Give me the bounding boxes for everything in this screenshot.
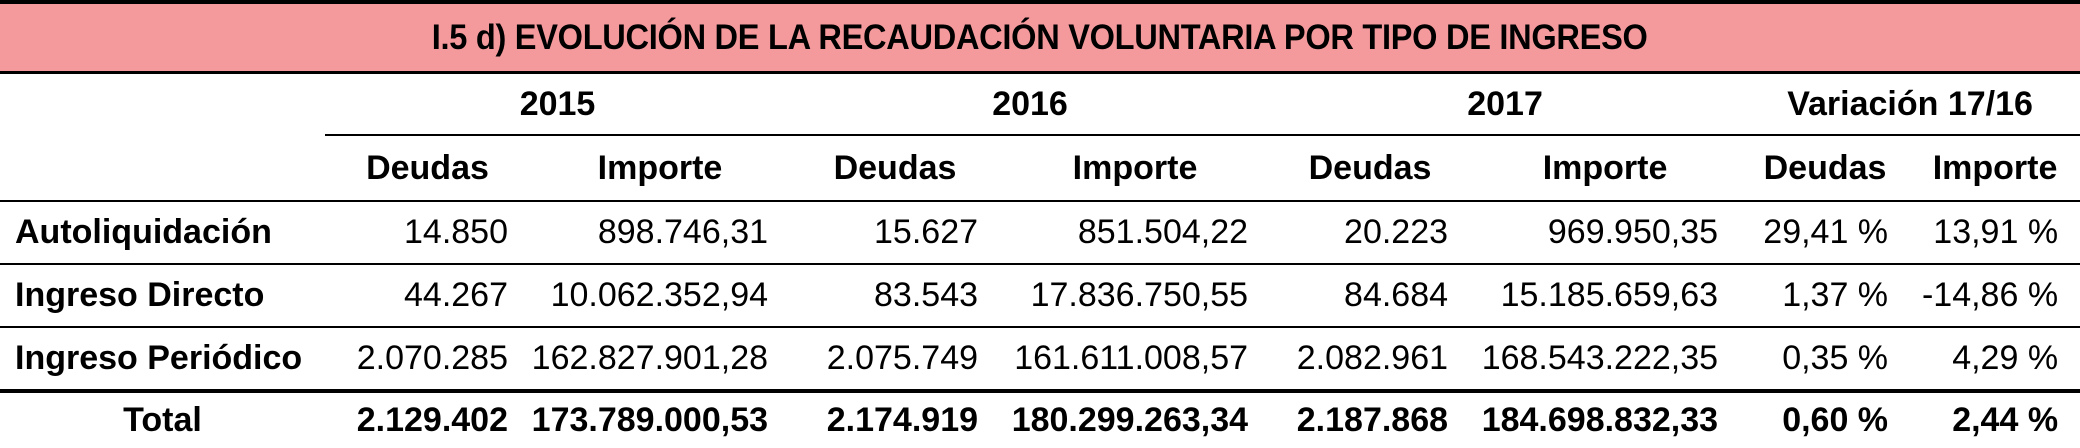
revenue-table: 2015 2016 2017 Variación 17/16 Deudas Im… [0,74,2080,448]
cell-importe-2016: 161.611.008,57 [1000,327,1271,393]
subheader-row: Deudas Importe Deudas Importe Deudas Imp… [0,135,2080,202]
total-importe-2016: 180.299.263,34 [1011,401,1249,439]
subheader-deudas: Deudas [1270,135,1471,202]
cell-importe-2017: 15.185.659,63 [1470,264,1741,328]
total-variation-deudas: 0,60 % [1782,401,1889,439]
subheader-deudas: Deudas [325,135,530,202]
table-row-ingreso-periodico: Ingreso Periódico 2.070.285 162.827.901,… [0,327,2080,393]
year-header-2016: 2016 [790,74,1271,136]
report-table-frame: I.5 d) EVOLUCIÓN DE LA RECAUDACIÓN VOLUN… [0,0,2080,439]
subheader-importe: Importe [1910,135,2080,202]
cell-importe-2016: 851.504,22 [1000,201,1271,265]
row-label: Autoliquidación [0,201,325,265]
total-importe-2017: 184.698.832,33 [1481,401,1719,439]
subheader-importe: Importe [530,135,791,202]
table-row-total: Total 2.129.402 173.789.000,53 2.174.919… [0,391,2080,448]
cell-variation-deudas: 29,41 % [1740,201,1911,265]
row-label: Ingreso Periódico [0,327,325,393]
total-variation-importe: 2,44 % [1952,401,2059,439]
cell-deudas-2017: 20.223 [1270,201,1471,265]
total-deudas-2015: 2.129.402 [356,401,508,439]
table-title: I.5 d) EVOLUCIÓN DE LA RECAUDACIÓN VOLUN… [432,17,1648,57]
cell-deudas-2017: 84.684 [1270,264,1471,328]
table-row-ingreso-directo: Ingreso Directo 44.267 10.062.352,94 83.… [0,264,2080,328]
year-header-2017: 2017 [1270,74,1741,136]
cell-importe-2017: 969.950,35 [1470,201,1741,265]
row-label: Ingreso Directo [0,264,325,328]
cell-importe-2015: 10.062.352,94 [530,264,791,328]
cell-deudas-2016: 83.543 [790,264,1001,328]
total-label: Total [123,401,202,439]
cell-deudas-2016: 15.627 [790,201,1001,265]
cell-variation-importe: 4,29 % [1910,327,2080,393]
table-title-bar: I.5 d) EVOLUCIÓN DE LA RECAUDACIÓN VOLUN… [0,0,2080,74]
year-header-variation: Variación 17/16 [1740,74,2080,136]
total-deudas-2016: 2.174.919 [826,401,979,439]
cell-variation-importe: -14,86 % [1910,264,2080,328]
cell-deudas-2017: 2.082.961 [1270,327,1471,393]
cell-deudas-2015: 44.267 [325,264,530,328]
subheader-deudas: Deudas [1740,135,1911,202]
subheader-importe: Importe [1470,135,1741,202]
cell-importe-2016: 17.836.750,55 [1000,264,1271,328]
cell-variation-deudas: 1,37 % [1740,264,1911,328]
year-header-2015: 2015 [325,74,791,136]
cell-deudas-2016: 2.075.749 [790,327,1001,393]
cell-importe-2017: 168.543.222,35 [1470,327,1741,393]
cell-importe-2015: 898.746,31 [530,201,791,265]
cell-importe-2015: 162.827.901,28 [530,327,791,393]
total-importe-2015: 173.789.000,53 [531,401,769,439]
table-row-autoliquidacion: Autoliquidación 14.850 898.746,31 15.627… [0,201,2080,265]
subheader-importe: Importe [1000,135,1271,202]
subheader-deudas: Deudas [790,135,1001,202]
cell-variation-importe: 13,91 % [1910,201,2080,265]
corner-cell [0,74,325,135]
cell-deudas-2015: 2.070.285 [325,327,530,393]
corner-cell-lower [0,135,325,202]
cell-deudas-2015: 14.850 [325,201,530,265]
cell-variation-deudas: 0,35 % [1740,327,1911,393]
total-deudas-2017: 2.187.868 [1296,401,1449,439]
year-header-row: 2015 2016 2017 Variación 17/16 [0,74,2080,136]
